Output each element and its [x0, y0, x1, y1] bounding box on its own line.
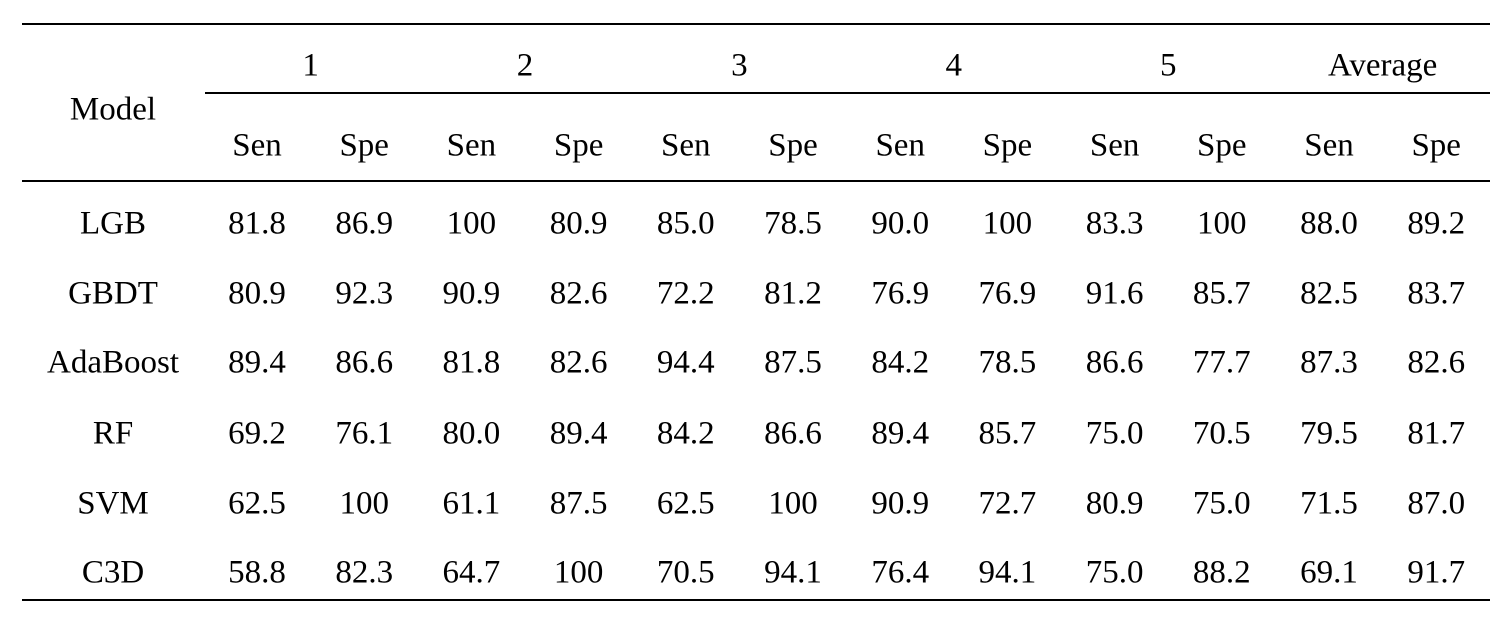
cell: 87.3 [1300, 345, 1358, 381]
cell: 77.7 [1193, 345, 1251, 381]
cell: 100 [1197, 206, 1247, 242]
row-label: C3D [82, 555, 144, 591]
model-header: Model [70, 92, 156, 128]
cell: 87.5 [764, 345, 822, 381]
cell: 83.3 [1086, 206, 1144, 242]
sub-header: Sen [232, 128, 282, 164]
sub-header: Sen [661, 128, 711, 164]
row-label: LGB [80, 206, 146, 242]
cell: 100 [447, 206, 497, 242]
group-header: Average [1328, 48, 1437, 84]
cell: 94.1 [764, 555, 822, 591]
cell: 89.4 [550, 416, 608, 452]
cell: 62.5 [228, 486, 286, 522]
cell: 82.6 [1407, 345, 1465, 381]
cell: 85.0 [657, 206, 715, 242]
cell: 86.6 [335, 345, 393, 381]
cell: 91.6 [1086, 276, 1144, 312]
cell: 86.9 [335, 206, 393, 242]
cell: 100 [768, 486, 818, 522]
row-label: AdaBoost [47, 345, 179, 381]
cell: 80.9 [550, 206, 608, 242]
cell: 84.2 [657, 416, 715, 452]
cell: 89.4 [871, 416, 929, 452]
cell: 87.5 [550, 486, 608, 522]
cell: 80.0 [443, 416, 501, 452]
cell: 100 [983, 206, 1033, 242]
cell: 88.2 [1193, 555, 1251, 591]
cell: 72.2 [657, 276, 715, 312]
cell: 85.7 [1193, 276, 1251, 312]
cell: 91.7 [1407, 555, 1465, 591]
cell: 81.8 [443, 345, 501, 381]
cell: 61.1 [443, 486, 501, 522]
cell: 69.1 [1300, 555, 1358, 591]
cell: 100 [339, 486, 389, 522]
cell: 90.0 [871, 206, 929, 242]
cell: 100 [554, 555, 604, 591]
cell: 86.6 [764, 416, 822, 452]
cell: 94.4 [657, 345, 715, 381]
cell: 82.6 [550, 276, 608, 312]
cell: 71.5 [1300, 486, 1358, 522]
sub-header: Sen [1304, 128, 1354, 164]
row-label: RF [93, 416, 133, 452]
cell: 87.0 [1407, 486, 1465, 522]
cell: 88.0 [1300, 206, 1358, 242]
cell: 94.1 [979, 555, 1037, 591]
cell: 76.4 [871, 555, 929, 591]
cell: 78.5 [979, 345, 1037, 381]
sub-header: Spe [983, 128, 1033, 164]
sub-header: Spe [554, 128, 604, 164]
cell: 78.5 [764, 206, 822, 242]
sub-header: Spe [1411, 128, 1461, 164]
cell: 89.4 [228, 345, 286, 381]
cell: 69.2 [228, 416, 286, 452]
cell: 81.8 [228, 206, 286, 242]
cell: 89.2 [1407, 206, 1465, 242]
cell: 80.9 [228, 276, 286, 312]
cell: 92.3 [335, 276, 393, 312]
cell: 64.7 [443, 555, 501, 591]
cell: 85.7 [979, 416, 1037, 452]
group-header: 5 [1160, 48, 1177, 84]
group-header: 4 [946, 48, 963, 84]
cell: 80.9 [1086, 486, 1144, 522]
cell: 83.7 [1407, 276, 1465, 312]
cell: 81.7 [1407, 416, 1465, 452]
cell: 79.5 [1300, 416, 1358, 452]
group-header: 1 [302, 48, 319, 84]
cell: 70.5 [657, 555, 715, 591]
cell: 76.9 [871, 276, 929, 312]
cell: 75.0 [1086, 555, 1144, 591]
cell: 72.7 [979, 486, 1037, 522]
cell: 82.5 [1300, 276, 1358, 312]
cell: 62.5 [657, 486, 715, 522]
row-label: GBDT [68, 276, 158, 312]
cell: 84.2 [871, 345, 929, 381]
cell: 90.9 [443, 276, 501, 312]
group-header: 3 [731, 48, 748, 84]
cell: 82.3 [335, 555, 393, 591]
cell: 76.9 [979, 276, 1037, 312]
sub-header: Sen [447, 128, 497, 164]
cell: 76.1 [335, 416, 393, 452]
cell: 75.0 [1086, 416, 1144, 452]
cell: 70.5 [1193, 416, 1251, 452]
sub-header: Spe [768, 128, 818, 164]
cell: 58.8 [228, 555, 286, 591]
cell: 90.9 [871, 486, 929, 522]
cell: 86.6 [1086, 345, 1144, 381]
row-label: SVM [77, 486, 149, 522]
cell: 82.6 [550, 345, 608, 381]
cell: 75.0 [1193, 486, 1251, 522]
group-header: 2 [517, 48, 534, 84]
sub-header: Sen [875, 128, 925, 164]
cell: 81.2 [764, 276, 822, 312]
sub-header: Spe [339, 128, 389, 164]
sub-header: Sen [1090, 128, 1140, 164]
sub-header: Spe [1197, 128, 1247, 164]
